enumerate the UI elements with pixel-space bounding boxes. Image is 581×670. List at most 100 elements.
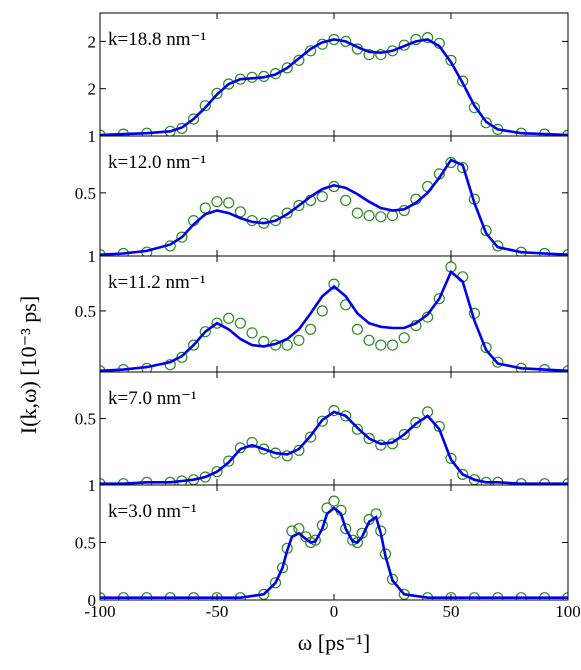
data-point xyxy=(386,210,399,222)
data-point xyxy=(199,100,211,112)
model-line xyxy=(100,38,568,136)
data-point xyxy=(445,452,457,464)
model-line xyxy=(100,410,568,485)
x-tick-labels: -100 -50 0 50 100 xyxy=(84,602,580,621)
data-point xyxy=(375,339,387,351)
model-line xyxy=(100,158,568,256)
data-point xyxy=(480,342,492,354)
model-line xyxy=(100,269,568,372)
panel-label: k=7.0 nm⁻¹ xyxy=(108,388,197,409)
y-tick-label: 0.5 xyxy=(75,534,96,553)
data-point xyxy=(492,240,504,252)
data-point xyxy=(281,207,293,219)
x-tick-label: -100 xyxy=(84,602,115,621)
panel-4: 1 0.5 k=7.0 nm⁻¹ xyxy=(75,371,569,495)
data-point xyxy=(351,207,363,219)
data-point xyxy=(422,31,434,44)
data-point xyxy=(363,334,375,346)
data-point xyxy=(188,339,200,351)
data-point xyxy=(480,117,492,129)
data-point xyxy=(223,312,235,324)
data-point xyxy=(375,439,387,451)
data-point xyxy=(351,423,363,435)
data-point xyxy=(293,54,305,66)
data-point xyxy=(480,225,492,237)
data-point xyxy=(281,62,293,74)
plot-area xyxy=(100,495,568,600)
panel-label: k=18.8 nm⁻¹ xyxy=(108,29,207,50)
data-point xyxy=(316,305,328,317)
panel-label: k=12.0 nm⁻¹ xyxy=(108,152,207,173)
data-point xyxy=(375,48,387,61)
data-point xyxy=(293,334,305,346)
data-point xyxy=(386,573,399,585)
data-point xyxy=(258,443,270,455)
data-point xyxy=(309,534,321,546)
data-point xyxy=(328,405,340,417)
data-point xyxy=(316,415,328,427)
plot-area xyxy=(100,31,568,136)
data-point xyxy=(223,455,235,467)
data-point xyxy=(188,113,200,125)
data-point xyxy=(199,326,211,338)
data-point xyxy=(457,162,469,174)
data-point xyxy=(223,78,235,90)
y-tick-label: 1 xyxy=(88,247,97,266)
y-tick-label: 0 xyxy=(88,591,97,610)
data-point xyxy=(433,293,445,305)
data-point xyxy=(340,410,352,422)
data-point xyxy=(351,323,363,335)
data-point xyxy=(276,562,289,574)
data-point xyxy=(340,523,352,535)
data-point xyxy=(211,196,223,208)
data-point xyxy=(234,317,246,329)
data-point xyxy=(305,323,317,335)
panels: 1 2 2 k=18.8 nm⁻¹ 1 0.5 k=12.0 nm⁻¹ 0.5 k=11.2 n… xyxy=(75,12,569,610)
data-point xyxy=(246,436,258,449)
data-point xyxy=(363,432,375,445)
data-point xyxy=(363,210,375,222)
panel-label: k=3.0 nm⁻¹ xyxy=(108,501,197,522)
data-point xyxy=(316,191,328,203)
data-point xyxy=(211,466,223,478)
data-point xyxy=(386,339,399,351)
data-point xyxy=(281,450,293,462)
data-point xyxy=(269,67,282,80)
model-line xyxy=(100,506,568,599)
data-point xyxy=(305,431,317,443)
x-tick-label: 0 xyxy=(330,602,339,621)
data-point xyxy=(164,359,176,371)
panel-2: 1 0.5 k=12.0 nm⁻¹ xyxy=(75,135,569,266)
data-point xyxy=(363,48,375,61)
y-tick-label: 1 xyxy=(88,127,97,146)
data-point xyxy=(305,45,317,57)
panel-3: 0.5 k=11.2 nm⁻¹ xyxy=(75,255,569,373)
x-axis-label: ω [ps⁻¹] xyxy=(298,630,370,655)
plot-area xyxy=(100,156,568,256)
x-tick-label: 100 xyxy=(555,602,581,621)
data-point xyxy=(176,231,188,243)
data-point xyxy=(410,416,422,429)
data-point xyxy=(492,356,504,368)
data-point xyxy=(398,332,410,344)
plot-area xyxy=(100,261,568,372)
x-tick-label: -50 xyxy=(206,602,229,621)
data-point xyxy=(445,54,457,66)
plot-area xyxy=(100,405,568,485)
data-point xyxy=(211,317,223,329)
panel-label: k=11.2 nm⁻¹ xyxy=(108,272,206,293)
data-point xyxy=(328,495,340,507)
y-tick-label: 2 xyxy=(88,32,97,51)
data-point xyxy=(375,211,387,223)
y-tick-label: 0.5 xyxy=(75,302,96,321)
x-tick-label: 50 xyxy=(443,602,460,621)
data-point xyxy=(269,577,282,589)
data-point xyxy=(398,428,410,441)
y-tick-label: 0.5 xyxy=(75,184,96,203)
panel-5: 0 0.5 k=3.0 nm⁻¹ xyxy=(75,484,569,610)
data-point xyxy=(468,101,480,114)
y-tick-label: 2 xyxy=(88,80,97,99)
data-point xyxy=(457,468,469,480)
data-point xyxy=(223,197,235,209)
